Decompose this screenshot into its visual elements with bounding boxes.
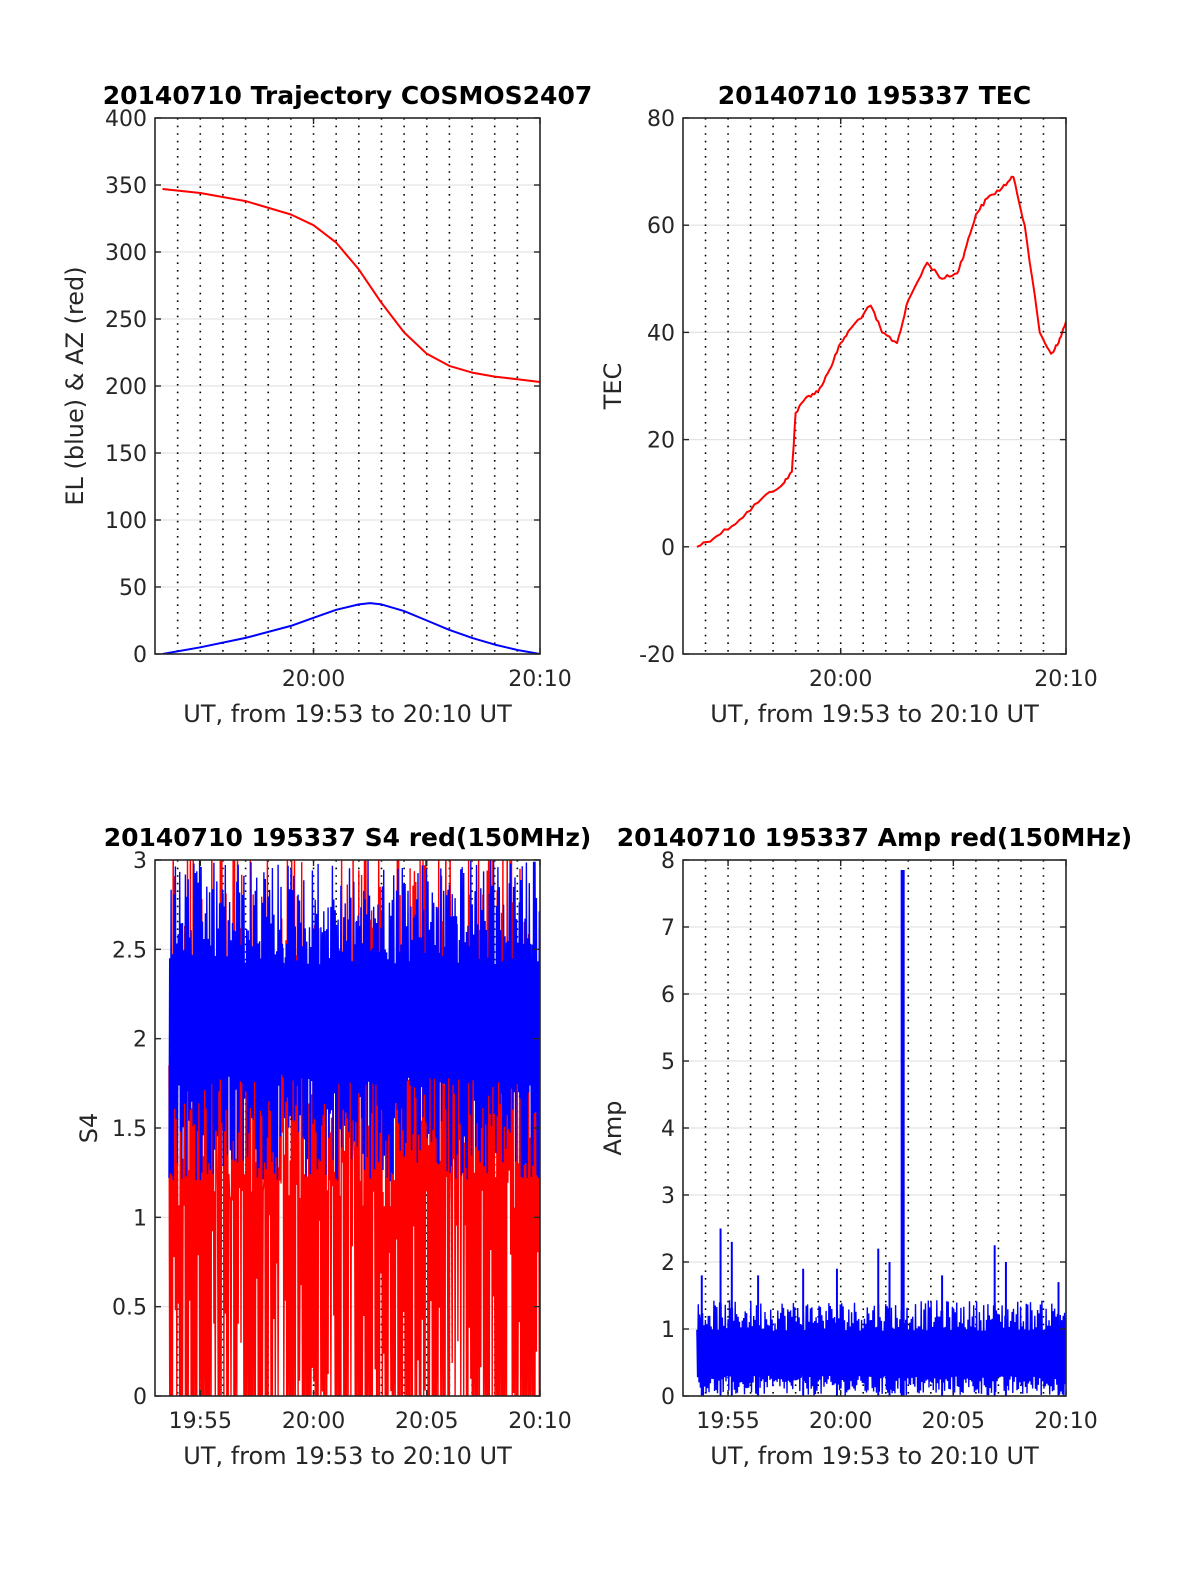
x-tick-label: 20:05 [395,1409,458,1434]
x-tick-label: 19:55 [169,1409,232,1434]
y-axis-label: S4 [75,1113,103,1144]
plot-area [696,175,1066,548]
y-tick-label: 350 [105,174,147,199]
y-tick-label: 6 [661,983,675,1008]
y-tick-label: 400 [105,107,147,132]
plot-area [696,870,1066,1396]
chart-panel-2: 0 0.5 1 1.5 2 2.5 3 19:55 20:00 20:05 20:10 2014071… [75,823,592,1470]
y-tick-label: 1.5 [112,1117,147,1142]
y-tick-label: -20 [639,643,675,668]
y-tick-label: 250 [105,308,147,333]
x-axis-label: UT, from 19:53 to 20:10 UT [710,1442,1039,1470]
x-tick-label: 20:00 [282,1409,345,1434]
y-tick-label: 20 [647,429,675,454]
series-line-0 [696,1300,1066,1396]
y-tick-label: 80 [647,107,675,132]
chart-title: 20140710 195337 TEC [718,81,1031,110]
chart-title: 20140710 Trajectory COSMOS2407 [103,81,593,110]
plot-area [168,860,540,1396]
y-axis-label: Amp [599,1100,627,1155]
y-axis-label: EL (blue) & AZ (red) [61,266,89,505]
y-tick-label: 200 [105,375,147,400]
x-tick-label: 20:00 [282,667,345,692]
chart-title: 20140710 195337 S4 red(150MHz) [104,823,592,852]
y-tick-label: 3 [133,849,147,874]
y-tick-label: 4 [661,1117,675,1142]
axes-box [682,117,1067,655]
y-tick-label: 5 [661,1050,675,1075]
y-axis-label: TEC [599,363,627,411]
y-tick-label: 300 [105,241,147,266]
x-tick-label: 20:10 [508,667,571,692]
y-tick-label: 1 [661,1318,675,1343]
y-tick-label: 50 [119,576,147,601]
y-tick-label: 2.5 [112,938,147,963]
y-tick-label: 1 [133,1206,147,1231]
chart-panel-1: -20 0 20 40 60 80 20:00 20:10 20140710 195337 TE… [599,81,1098,728]
x-tick-label: 20:10 [1034,667,1097,692]
y-tick-label: 0.5 [112,1296,147,1321]
chart-title: 20140710 195337 Amp red(150MHz) [617,823,1133,852]
x-axis-label: UT, from 19:53 to 20:10 UT [710,700,1039,728]
y-tick-label: 8 [661,849,675,874]
series-line-1 [162,602,540,654]
plot-area [162,188,540,654]
x-axis-label: UT, from 19:53 to 20:10 UT [183,700,512,728]
y-tick-label: 0 [661,536,675,561]
chart-panel-3: 0 1 2 3 4 5 6 7 8 19:55 20:00 20:05 20:10 20140710 19… [599,823,1132,1470]
x-axis-label: UT, from 19:53 to 20:10 UT [183,1442,512,1470]
series-line-1 [168,860,540,1182]
series-line-0 [168,860,540,1396]
y-tick-label: 0 [133,643,147,668]
x-tick-label: 20:10 [1034,1409,1097,1434]
x-tick-label: 20:00 [809,1409,872,1434]
y-tick-label: 2 [661,1251,675,1276]
y-tick-label: 100 [105,509,147,534]
x-tick-label: 20:00 [809,667,872,692]
y-tick-label: 0 [133,1385,147,1410]
series-line-0 [696,175,1066,548]
y-tick-label: 0 [661,1385,675,1410]
y-tick-label: 7 [661,916,675,941]
series-line-0 [162,188,540,383]
y-tick-label: 150 [105,442,147,467]
y-tick-label: 2 [133,1028,147,1053]
x-tick-label: 20:10 [508,1409,571,1434]
x-tick-label: 19:55 [696,1409,759,1434]
x-tick-label: 20:05 [922,1409,985,1434]
y-tick-label: 3 [661,1184,675,1209]
y-tick-label: 60 [647,214,675,239]
chart-panel-0: 0 50 100 150 200 250 300 350 400 20:00 20:10 201407… [61,81,592,728]
y-tick-label: 40 [647,321,675,346]
